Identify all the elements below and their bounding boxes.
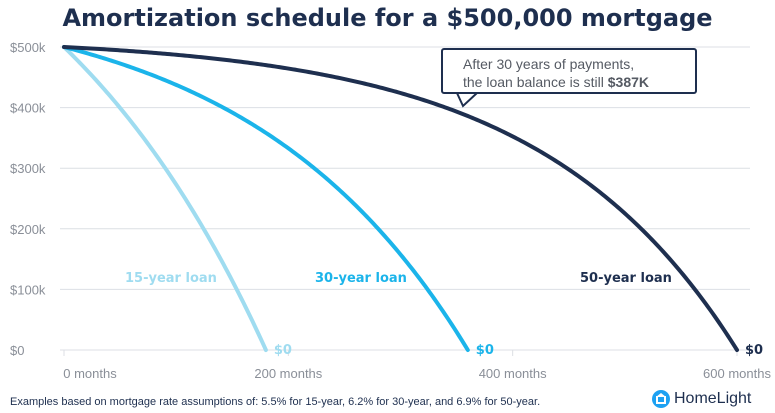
annotation-line-2: the loan balance is still $387K (463, 73, 687, 91)
y-tick-label: $0 (10, 343, 24, 358)
x-axis-ticks: 0 months 200 months 400 months 600 months (63, 350, 771, 381)
house-icon (652, 390, 670, 408)
annotation-value: $387K (607, 74, 650, 90)
footnote: Examples based on mortgage rate assumpti… (10, 396, 541, 408)
annotation-line-2-text: the loan balance is still (463, 74, 608, 90)
y-tick-label: $100k (10, 282, 46, 297)
series-line-600 (62, 45, 739, 352)
y-axis-ticks: $0 $100k $200k $300k $400k $500k (10, 40, 46, 358)
homelight-logo: HomeLight (652, 390, 751, 408)
end-value-label: $0 (745, 343, 763, 358)
series-lines (62, 45, 739, 352)
callout-pointer (455, 92, 480, 108)
series-label: 15-year loan (125, 271, 217, 286)
x-tick-label: 200 months (254, 366, 322, 381)
x-tick-label: 400 months (479, 366, 547, 381)
y-tick-label: $400k (10, 101, 46, 116)
chart-title: Amortization schedule for a $500,000 mor… (62, 4, 713, 32)
series-labels: 15-year loan $0 30-year loan $0 50-year loan… (125, 271, 763, 358)
annotation-line-1: After 30 years of payments, (463, 56, 635, 72)
series-line-180 (62, 45, 268, 352)
grid-lines (60, 46, 750, 351)
x-tick-label: 600 months (703, 366, 771, 381)
end-value-label: $0 (476, 343, 494, 358)
y-tick-label: $200k (10, 222, 46, 237)
y-tick-label: $500k (10, 40, 46, 55)
series-label: 50-year loan (580, 271, 672, 286)
end-value-label: $0 (274, 343, 292, 358)
series-line-360 (62, 45, 470, 352)
series-label: 30-year loan (315, 271, 407, 286)
y-tick-label: $300k (10, 161, 46, 176)
brand-name: HomeLight (674, 390, 752, 407)
annotation-callout: After 30 years of payments, the loan bal… (441, 48, 697, 94)
x-tick-label: 0 months (63, 366, 117, 381)
